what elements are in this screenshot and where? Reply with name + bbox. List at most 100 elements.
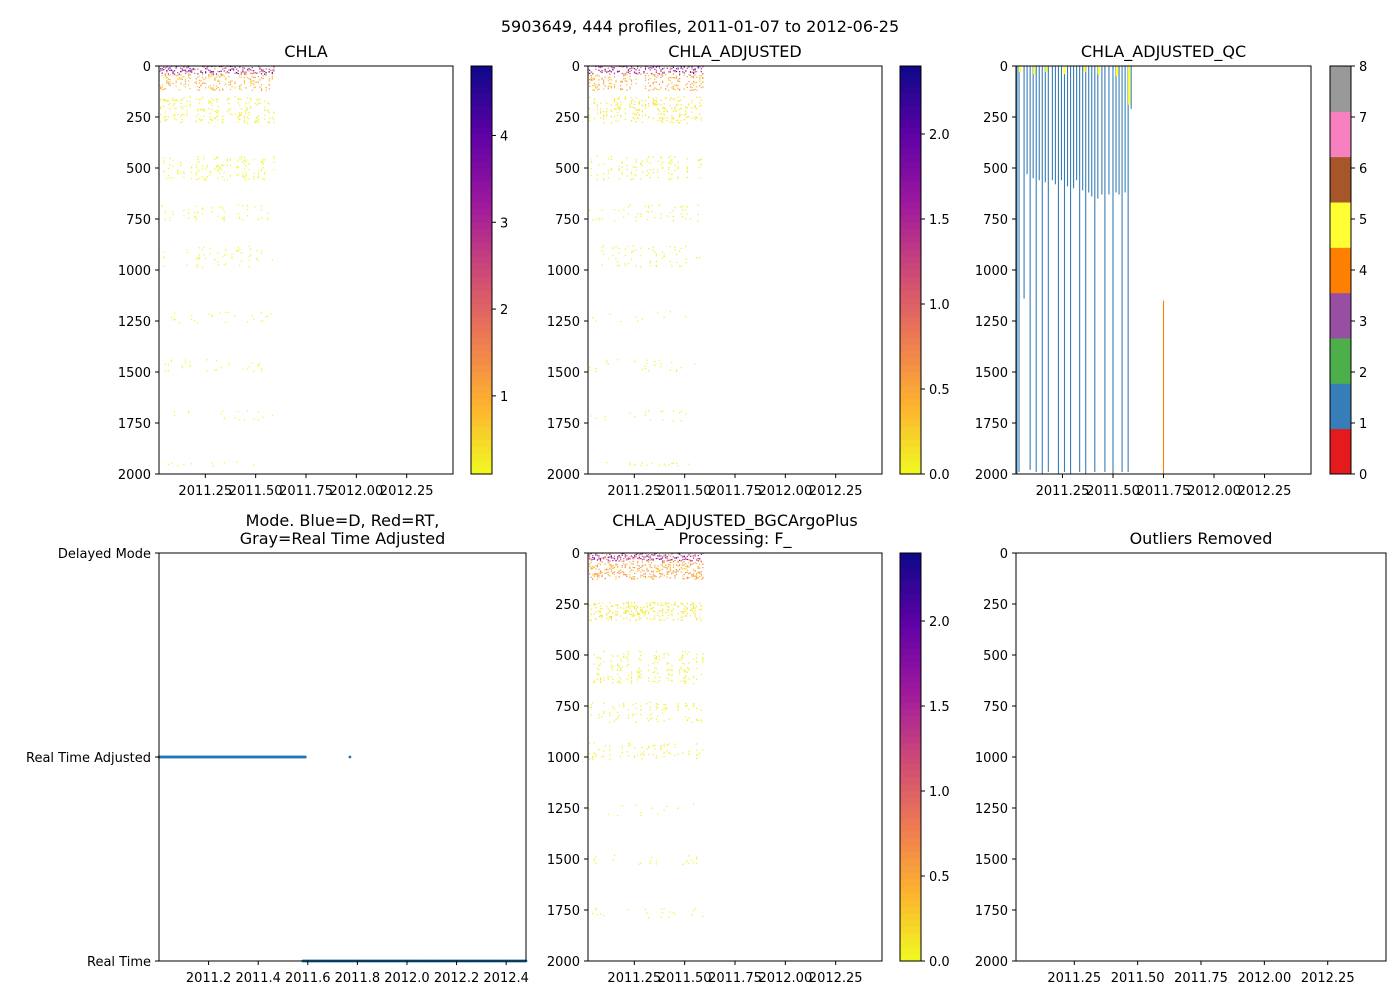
data-point (222, 218, 224, 220)
data-point (195, 115, 197, 118)
data-point (654, 603, 656, 605)
data-point (218, 76, 221, 78)
data-point (214, 79, 216, 81)
data-point (641, 171, 643, 173)
data-point (589, 366, 591, 368)
data-point (696, 576, 698, 578)
data-point (245, 102, 247, 104)
data-point (593, 557, 595, 559)
data-point (700, 99, 702, 101)
data-point (680, 265, 682, 267)
data-point (682, 71, 684, 73)
data-point (688, 116, 690, 118)
data-point (593, 573, 595, 575)
data-point (248, 163, 250, 165)
panel-chla: CHLA2011.252011.502011.752012.002012.250… (118, 42, 508, 499)
data-point (660, 745, 662, 747)
data-point (246, 68, 249, 70)
colorbar-tick-label: 8 (1359, 60, 1367, 75)
data-point (593, 98, 595, 100)
data-point (644, 611, 647, 613)
data-point (644, 114, 647, 116)
data-point (674, 743, 676, 745)
data-point (589, 742, 591, 744)
data-point (640, 606, 642, 609)
data-point (593, 613, 595, 615)
data-point (197, 211, 199, 213)
data-point (163, 157, 165, 159)
data-point (666, 572, 668, 574)
data-point (189, 105, 191, 107)
colorbar-segment (900, 573, 921, 581)
data-point (257, 119, 259, 121)
data-point (668, 77, 670, 79)
data-point (620, 320, 622, 323)
data-point (657, 73, 659, 75)
panel-chla_adjusted_qc: CHLA_ADJUSTED_QC2011.252011.502011.75201… (975, 42, 1367, 499)
data-point (654, 661, 656, 663)
data-point (657, 612, 659, 614)
data-point (680, 619, 682, 621)
data-point (195, 174, 197, 176)
data-point (691, 89, 693, 91)
data-point (657, 75, 659, 77)
data-point (607, 678, 609, 680)
colorbar-segment (900, 675, 921, 683)
data-point (170, 360, 173, 362)
y-tick-label: 1750 (547, 904, 580, 919)
colorbar-segment (900, 668, 921, 676)
data-point (212, 74, 214, 76)
data-point (237, 116, 239, 118)
data-point (683, 74, 685, 76)
data-point (649, 706, 651, 708)
data-point (240, 76, 242, 78)
data-point (671, 610, 673, 612)
data-point (609, 567, 611, 569)
data-point (607, 158, 609, 160)
data-point (229, 113, 232, 115)
data-point (197, 156, 199, 158)
data-point (692, 803, 695, 805)
data-point (663, 566, 665, 568)
data-point (222, 88, 224, 90)
data-point (174, 107, 176, 110)
data-point (655, 860, 657, 862)
data-point (649, 67, 651, 69)
data-point (589, 72, 591, 75)
data-point (643, 754, 645, 756)
axes-frame (158, 552, 527, 962)
data-point (225, 66, 227, 69)
data-point (194, 81, 196, 84)
data-point (666, 560, 668, 562)
data-point (616, 711, 619, 713)
data-point (652, 744, 654, 747)
data-point (236, 68, 238, 70)
data-point (654, 610, 656, 612)
data-point (240, 73, 242, 76)
data-point (217, 70, 219, 73)
data-point (699, 557, 701, 560)
colorbar-segment (900, 661, 921, 670)
data-point (691, 602, 693, 604)
data-point (652, 571, 654, 574)
data-point (700, 83, 702, 85)
data-point (606, 461, 608, 464)
data-point (161, 89, 163, 91)
data-point (164, 119, 166, 121)
data-point (692, 574, 695, 576)
data-point (663, 809, 665, 812)
data-point (197, 263, 199, 265)
data-point (623, 552, 625, 555)
data-point (616, 572, 619, 574)
colorbar-tick-label: 1 (1359, 417, 1367, 432)
data-point (243, 80, 246, 82)
colorbar-segment (471, 113, 492, 121)
data-point (646, 567, 648, 569)
data-point (682, 556, 684, 558)
data-point (212, 465, 214, 467)
data-point (175, 85, 177, 87)
data-point (629, 561, 631, 563)
data-point (683, 88, 685, 90)
x-tick-label: 2012.25 (809, 971, 863, 986)
data-point (682, 562, 684, 564)
